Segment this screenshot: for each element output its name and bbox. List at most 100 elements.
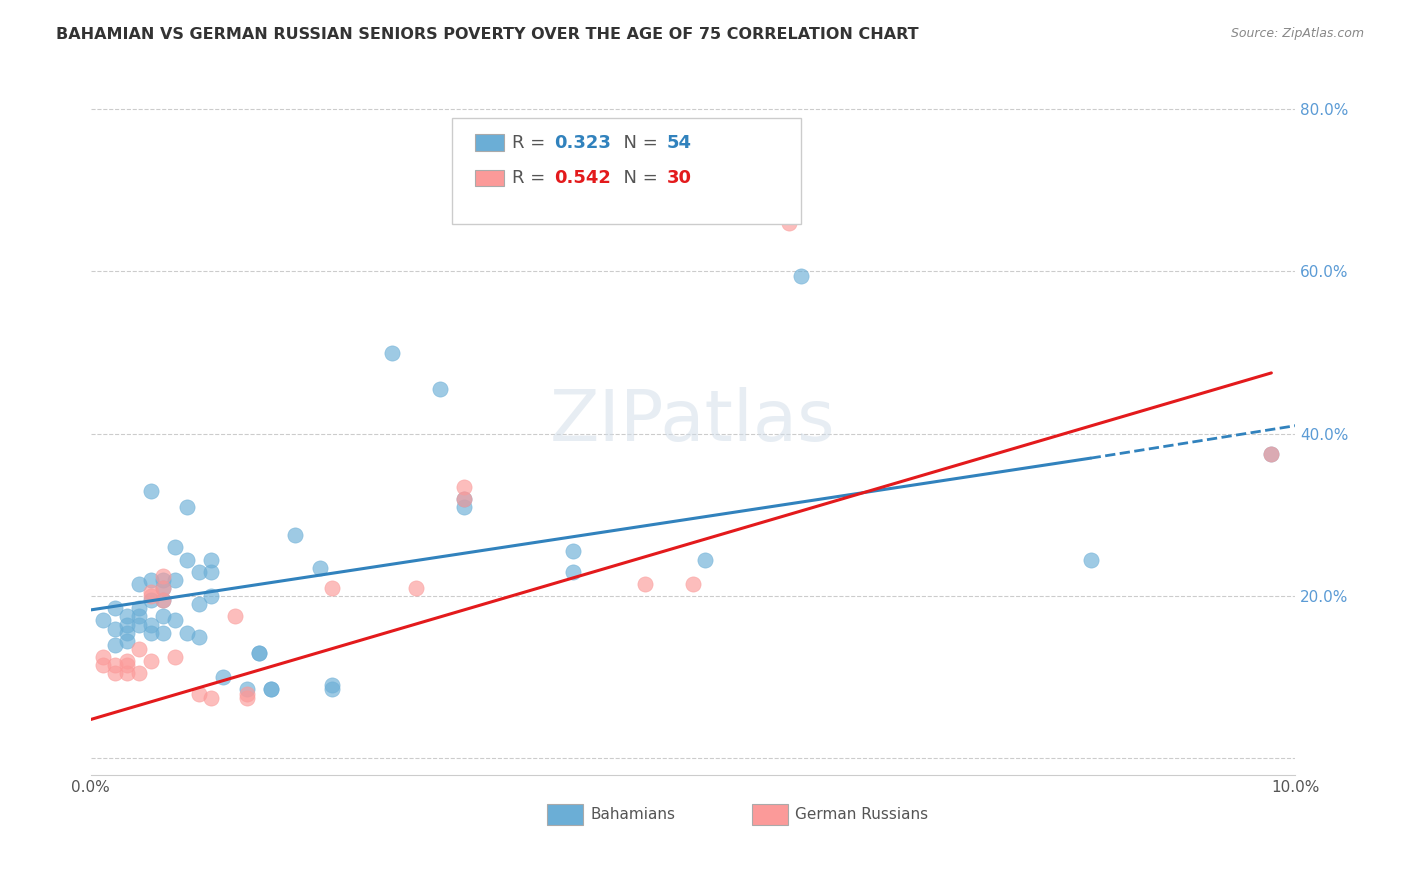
Point xyxy=(778,216,800,230)
FancyBboxPatch shape xyxy=(453,118,801,224)
Point xyxy=(308,560,330,574)
Point xyxy=(115,625,138,640)
Point xyxy=(200,589,222,603)
Point xyxy=(634,577,657,591)
Point xyxy=(91,650,114,665)
Point xyxy=(224,609,246,624)
Point xyxy=(321,678,343,692)
Point xyxy=(104,666,127,681)
Point xyxy=(139,585,162,599)
Point xyxy=(139,573,162,587)
Point xyxy=(405,581,427,595)
Point xyxy=(115,617,138,632)
Text: ZIPatlas: ZIPatlas xyxy=(550,387,835,456)
Point xyxy=(260,682,283,697)
Point xyxy=(139,654,162,668)
Point xyxy=(1260,447,1282,461)
Point xyxy=(128,617,150,632)
Point xyxy=(247,646,270,660)
Point xyxy=(128,577,150,591)
Text: 30: 30 xyxy=(666,169,692,187)
Point xyxy=(176,500,198,514)
FancyBboxPatch shape xyxy=(752,804,789,825)
Point xyxy=(693,552,716,566)
Point xyxy=(115,609,138,624)
Point xyxy=(188,687,211,701)
Point xyxy=(152,573,174,587)
Point xyxy=(139,589,162,603)
Point xyxy=(429,382,451,396)
Point xyxy=(139,625,162,640)
Point xyxy=(188,597,211,611)
Text: N =: N = xyxy=(612,169,664,187)
Point xyxy=(247,646,270,660)
Point xyxy=(152,593,174,607)
Point xyxy=(152,609,174,624)
Point xyxy=(176,625,198,640)
Point xyxy=(104,638,127,652)
Text: N =: N = xyxy=(612,134,664,152)
Text: 0.323: 0.323 xyxy=(554,134,612,152)
Point xyxy=(236,687,259,701)
Point xyxy=(152,569,174,583)
Point xyxy=(200,552,222,566)
Point xyxy=(284,528,307,542)
Point xyxy=(115,658,138,673)
Point xyxy=(561,565,583,579)
Text: 0.542: 0.542 xyxy=(554,169,612,187)
Point xyxy=(790,268,813,283)
Point xyxy=(453,491,475,506)
Point xyxy=(163,541,186,555)
Point xyxy=(754,179,776,194)
Point xyxy=(128,609,150,624)
Point xyxy=(236,690,259,705)
Point xyxy=(115,666,138,681)
FancyBboxPatch shape xyxy=(547,804,583,825)
Text: 54: 54 xyxy=(666,134,692,152)
Point xyxy=(128,641,150,656)
Point xyxy=(104,601,127,615)
Point xyxy=(1260,447,1282,461)
Point xyxy=(1080,552,1102,566)
Point xyxy=(91,614,114,628)
Point xyxy=(321,581,343,595)
Point xyxy=(200,565,222,579)
Point xyxy=(152,593,174,607)
Point xyxy=(561,544,583,558)
Point xyxy=(115,633,138,648)
Point xyxy=(682,577,704,591)
Text: Bahamians: Bahamians xyxy=(591,806,676,822)
Point xyxy=(188,565,211,579)
Point xyxy=(163,650,186,665)
Point xyxy=(453,491,475,506)
Point xyxy=(321,682,343,697)
Point xyxy=(139,593,162,607)
Point xyxy=(188,630,211,644)
Point xyxy=(104,622,127,636)
Point xyxy=(176,552,198,566)
Point xyxy=(200,690,222,705)
Point xyxy=(91,658,114,673)
Point xyxy=(128,666,150,681)
Point xyxy=(152,625,174,640)
Point xyxy=(212,670,235,684)
FancyBboxPatch shape xyxy=(475,169,503,186)
FancyBboxPatch shape xyxy=(475,134,503,151)
Text: R =: R = xyxy=(512,169,551,187)
Point xyxy=(381,345,404,359)
Point xyxy=(152,581,174,595)
Point xyxy=(152,581,174,595)
Point xyxy=(260,682,283,697)
Point xyxy=(163,573,186,587)
Point xyxy=(236,682,259,697)
Point xyxy=(139,617,162,632)
Point xyxy=(139,483,162,498)
Point xyxy=(453,479,475,493)
Text: German Russians: German Russians xyxy=(796,806,928,822)
Text: Source: ZipAtlas.com: Source: ZipAtlas.com xyxy=(1230,27,1364,40)
Point xyxy=(115,654,138,668)
Point xyxy=(453,500,475,514)
Point xyxy=(128,601,150,615)
Point xyxy=(163,614,186,628)
Text: BAHAMIAN VS GERMAN RUSSIAN SENIORS POVERTY OVER THE AGE OF 75 CORRELATION CHART: BAHAMIAN VS GERMAN RUSSIAN SENIORS POVER… xyxy=(56,27,920,42)
